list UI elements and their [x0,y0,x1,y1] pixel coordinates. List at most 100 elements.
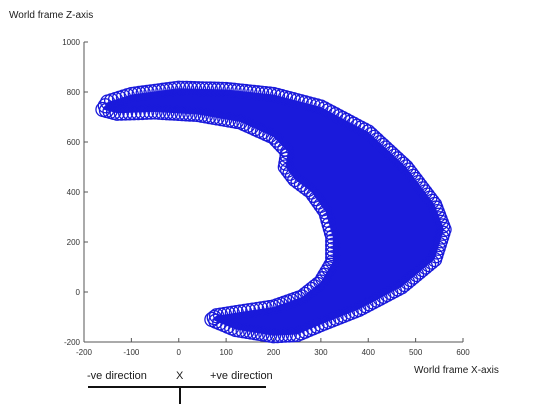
data-point-marker [155,104,171,121]
data-point-marker [363,127,379,143]
data-point-marker [147,104,163,120]
x-tick-label: 300 [314,348,328,357]
data-point-marker [290,174,306,190]
data-point-marker [375,137,391,154]
data-point-marker [408,266,425,283]
x-tick-label: -200 [76,348,93,357]
data-point-marker [366,129,382,146]
data-point-marker [273,327,290,343]
data-point-marker [402,271,419,288]
y-tick-label: 1000 [62,38,80,47]
data-point-marker [130,104,146,121]
data-point-marker [325,254,341,270]
data-point-marker [261,86,278,102]
data-point-marker [250,85,266,101]
data-point-marker [325,233,341,249]
data-point-marker [159,105,175,121]
x-tick-label: 400 [362,348,376,357]
z-axis-label: World frame Z-axis [9,10,94,21]
data-point-marker [280,144,296,160]
data-point-marker [206,81,222,97]
data-point-marker [274,138,290,154]
data-point-marker [395,156,411,172]
data-point-marker [234,83,250,99]
data-point-marker [306,187,322,203]
data-point-marker [230,83,246,99]
data-point-marker [381,143,397,159]
data-point-marker [186,81,203,97]
data-point-marker [238,83,254,100]
y-tick-label: 0 [76,288,81,297]
data-point-marker [246,84,262,101]
data-point-marker [134,104,151,121]
data-point-marker [174,105,190,122]
data-point-marker [405,269,422,285]
data-point-marker [190,106,206,123]
crescent-band [102,88,445,336]
data-point-marker [325,237,341,253]
negative-direction-label: -ve direction [87,370,147,382]
data-point-marker [426,251,443,268]
positive-direction-label: +ve direction [210,370,273,382]
data-point-marker [143,104,159,120]
data-point-marker [170,105,186,122]
data-point-marker [269,327,286,344]
data-point-marker [369,132,385,148]
data-point-marker [277,327,293,343]
data-point-marker [271,135,287,151]
data-point-marker [175,80,191,97]
data-point-marker [242,84,258,100]
data-point-marker [257,86,274,102]
x-direction-label: X [176,370,184,382]
y-tick-label: 200 [67,238,81,247]
data-point-marker [420,256,437,273]
data-point-marker [210,81,226,97]
data-point-marker [285,327,301,343]
data-point-marker [171,80,187,96]
data-point-marker [166,105,183,121]
data-point-marker [281,327,297,343]
data-point-marker [178,80,195,97]
data-point-marker [122,105,138,121]
data-point-marker [423,254,440,270]
data-point-marker [182,80,199,97]
data-point-marker [126,105,142,121]
data-point-marker [360,124,376,140]
data-point-marker [194,81,211,97]
y-tick-label: 600 [67,138,81,147]
y-tick-label: -200 [64,338,81,347]
data-point-marker [417,259,434,275]
x-tick-label: 200 [267,348,281,357]
x-axis-label: World frame X-axis [414,365,499,376]
x-tick-label: 600 [456,348,470,357]
y-tick-label: 400 [67,188,81,197]
data-point-marker [378,140,394,156]
data-point-marker [206,309,222,326]
data-point-marker [214,81,230,98]
data-point-marker [325,246,341,262]
data-point-marker [151,104,167,120]
data-point-marker [198,81,215,97]
x-tick-label: 100 [219,348,233,357]
data-point-marker [277,141,293,157]
data-point-marker [178,106,194,122]
data-point-marker [254,85,270,101]
data-point-marker [386,148,403,164]
data-point-marker [392,153,408,170]
data-point-marker [190,81,207,97]
data-point-marker [411,264,428,280]
data-point-marker [162,105,179,121]
data-point-marker [218,81,234,98]
data-point-marker [372,135,388,151]
data-point-marker [138,104,155,120]
x-tick-label: 500 [409,348,423,357]
x-tick-label: -100 [123,348,140,357]
data-point-marker [113,105,130,121]
data-point-marker [414,261,431,278]
data-point-marker [323,257,339,273]
data-point-marker [383,145,400,162]
data-point-marker [222,82,238,98]
data-point-marker [226,82,242,98]
y-tick-label: 800 [67,88,81,97]
